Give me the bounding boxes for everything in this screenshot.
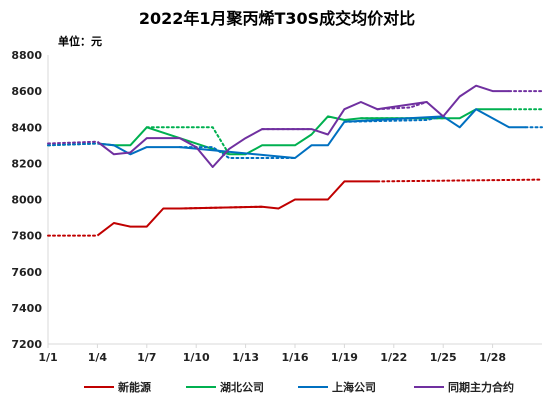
legend-item: 同期主力合约 bbox=[414, 380, 514, 394]
legend-label: 上海公司 bbox=[332, 380, 376, 394]
legend-label: 同期主力合约 bbox=[448, 380, 514, 394]
series-gap-line bbox=[376, 178, 543, 183]
y-axis: 7200 7400 7600 7800 8000 8200 8400 8600 8800 bbox=[11, 49, 49, 351]
x-tick-label: 1/4 bbox=[88, 351, 108, 364]
series-line bbox=[96, 180, 378, 237]
x-tick-label: 1/22 bbox=[380, 351, 407, 364]
legend-label: 湖北公司 bbox=[220, 380, 264, 394]
x-tick-label: 1/16 bbox=[282, 351, 309, 364]
x-tick-label: 1/13 bbox=[232, 351, 259, 364]
x-tick-label: 1/7 bbox=[137, 351, 156, 364]
series-2 bbox=[47, 108, 543, 156]
unit-label: 单位：元 bbox=[58, 34, 102, 48]
legend: 新能源 湖北公司 上海公司 同期主力合约 bbox=[84, 380, 514, 394]
series-gap-line bbox=[47, 140, 99, 145]
series-gap-line bbox=[47, 142, 99, 147]
series-3 bbox=[47, 108, 543, 159]
y-tick-label: 7600 bbox=[11, 266, 42, 279]
y-tick-label: 8200 bbox=[11, 157, 42, 170]
y-tick-label: 8400 bbox=[11, 121, 42, 134]
y-tick-label: 8000 bbox=[11, 194, 42, 207]
x-axis: 1/1 1/4 1/7 1/10 1/13 1/16 1/19 1/22 1/25 1/28 bbox=[38, 343, 542, 364]
chart-title: 2022年1月聚丙烯T30S成交均价对比 bbox=[139, 9, 415, 28]
legend-label: 新能源 bbox=[118, 380, 151, 394]
series-4 bbox=[47, 84, 543, 168]
legend-item: 湖北公司 bbox=[186, 380, 264, 394]
x-tick-label: 1/28 bbox=[479, 351, 506, 364]
series-1 bbox=[47, 178, 543, 237]
y-tick-label: 8600 bbox=[11, 85, 42, 98]
y-tick-label: 8800 bbox=[11, 49, 42, 62]
x-tick-label: 1/10 bbox=[183, 351, 210, 364]
y-tick-label: 7800 bbox=[11, 230, 42, 243]
legend-item: 上海公司 bbox=[298, 380, 376, 394]
series-layer bbox=[47, 84, 543, 237]
series-line bbox=[96, 84, 510, 168]
series-line bbox=[97, 108, 526, 159]
x-tick-label: 1/25 bbox=[430, 351, 457, 364]
legend-item: 新能源 bbox=[84, 380, 151, 394]
y-tick-label: 7200 bbox=[11, 338, 42, 351]
x-tick-label: 1/19 bbox=[331, 351, 358, 364]
series-gap-line bbox=[145, 126, 231, 156]
x-tick-label: 1/1 bbox=[38, 351, 57, 364]
series-line bbox=[97, 108, 510, 156]
y-tick-label: 7400 bbox=[11, 302, 42, 315]
